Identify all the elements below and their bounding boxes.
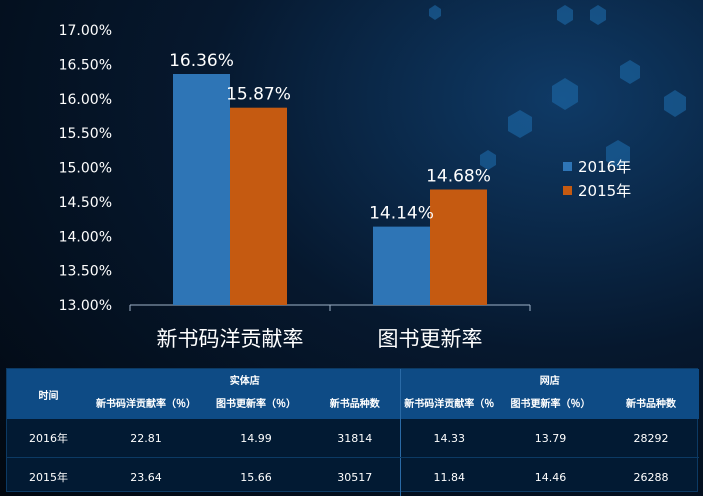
- table-cell: 11.84: [399, 457, 498, 496]
- legend-swatch: [563, 186, 572, 195]
- table-cell: 13.79: [498, 419, 603, 458]
- y-tick-label: 16.50%: [59, 57, 112, 73]
- table-cell: 22.81: [90, 419, 202, 458]
- header-store-col-2: 图书更新率（％）: [202, 389, 310, 419]
- x-category-label: 图书更新率: [378, 327, 483, 351]
- table-cell-year: 2015年: [29, 471, 68, 484]
- table-cell: 28292: [603, 419, 700, 458]
- data-table: 时间 实体店 网店 新书码洋贡献率（％） 图书更新率（％） 新书品种数 新书码洋…: [6, 368, 700, 496]
- y-tick-label: 13.50%: [59, 264, 112, 280]
- header-store-col-1: 新书码洋贡献率（％）: [90, 389, 202, 419]
- header-group-online: 网店: [399, 369, 700, 389]
- legend-label: 2015年: [578, 182, 631, 200]
- bar-chart: 13.00% 13.50% 14.00% 14.50% 15.00% 15.50% 16.0…: [59, 23, 631, 351]
- table-cell: 15.66: [240, 470, 272, 484]
- header-store-col-3: 新书品种数: [310, 389, 400, 419]
- table-cell: 26288: [633, 470, 669, 484]
- table-row: 2015年 23.64 15.66 30517 11.84 14.46 2628…: [7, 457, 699, 496]
- category-labels: 新书码洋贡献率 图书更新率: [157, 327, 483, 351]
- table-cell: 23.64: [130, 470, 162, 484]
- x-category-label: 新书码洋贡献率: [157, 327, 304, 351]
- legend: 2016年 2015年: [563, 158, 631, 200]
- table-cell: 14.99: [202, 419, 310, 458]
- data-labels: 16.36% 15.87% 14.14% 14.68%: [169, 51, 491, 224]
- bar: [173, 74, 230, 305]
- table-cell: 31814: [310, 419, 400, 458]
- x-axis-tick-marks: [129, 305, 531, 311]
- bar: [373, 226, 430, 305]
- y-tick-label: 14.50%: [59, 195, 112, 211]
- bars: [173, 74, 487, 305]
- header-time: 时间: [7, 369, 90, 419]
- header-online-col-3: 新书品种数: [603, 389, 700, 419]
- data-label: 16.36%: [169, 51, 234, 71]
- y-tick-label: 17.00%: [59, 23, 112, 39]
- y-tick-label: 13.00%: [59, 298, 112, 314]
- header-group-store: 实体店: [90, 369, 400, 389]
- data-label: 14.14%: [369, 204, 434, 224]
- y-tick-label: 15.00%: [59, 161, 112, 177]
- header-online-col-2: 图书更新率（％）: [498, 389, 603, 419]
- table-cell-year: 2016年: [7, 419, 90, 458]
- table-cell: 14.46: [534, 470, 567, 484]
- bar: [230, 107, 287, 305]
- table-cell: 30517: [337, 470, 373, 484]
- header-online-col-1: 新书码洋贡献率（％: [399, 389, 498, 419]
- data-label: 15.87%: [226, 85, 291, 105]
- legend-swatch: [563, 162, 572, 171]
- data-label: 14.68%: [426, 167, 491, 187]
- y-axis-ticks: 13.00% 13.50% 14.00% 14.50% 15.00% 15.50% 16.0…: [59, 23, 112, 314]
- legend-label: 2016年: [578, 158, 631, 176]
- table-row: 2016年 22.81 14.99 31814 14.33 13.79 2829…: [7, 419, 700, 458]
- y-tick-label: 16.00%: [59, 92, 112, 108]
- y-tick-label: 14.00%: [59, 229, 112, 245]
- y-tick-label: 15.50%: [59, 126, 112, 142]
- bar: [430, 189, 487, 305]
- table-cell: 14.33: [399, 419, 498, 458]
